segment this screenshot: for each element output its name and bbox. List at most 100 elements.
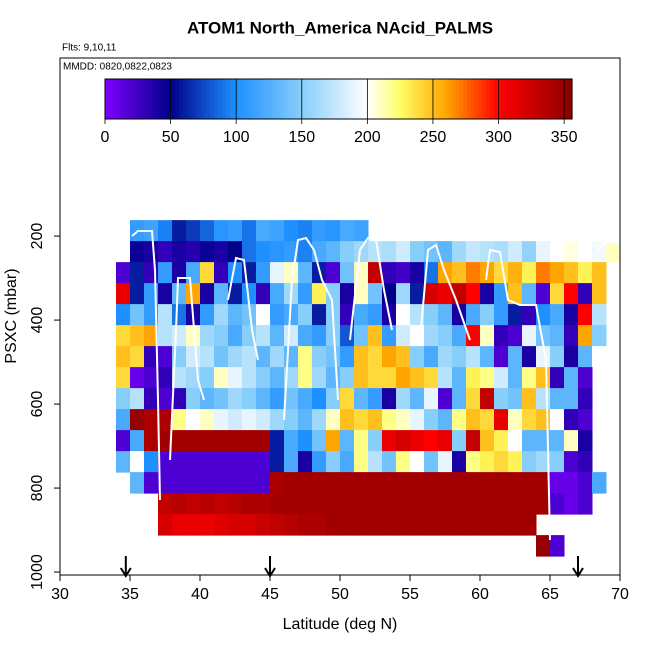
colorbar-segment [143, 79, 149, 119]
flight-track [283, 236, 339, 421]
heatmap-cell [368, 451, 383, 473]
heatmap-cell [200, 241, 215, 263]
heatmap-cell [368, 367, 383, 389]
heatmap-cell [354, 472, 369, 494]
colorbar-segment [400, 79, 406, 119]
heatmap-cell [508, 493, 523, 515]
heatmap-cell [438, 283, 453, 305]
heatmap-cell [256, 241, 271, 263]
heatmap-cell [158, 262, 173, 284]
heatmap-cell [452, 325, 467, 347]
x-tick-label: 35 [121, 586, 139, 603]
colorbar-segment [377, 79, 382, 119]
heatmap-cell [158, 241, 173, 263]
heatmap-cell [564, 451, 579, 473]
heatmap-cell [522, 367, 537, 389]
y-tick-label: 200 [29, 223, 46, 250]
heatmap-cell [326, 346, 341, 368]
colorbar-segment [198, 79, 203, 119]
heatmap-cell [214, 325, 229, 347]
heatmap-cell [256, 451, 271, 473]
colorbar-segment [105, 79, 110, 119]
colorbar-segment [560, 79, 565, 119]
heatmap-cell [326, 493, 341, 515]
heatmap-cell [508, 430, 523, 452]
colorbar-segment [132, 79, 137, 119]
colorbar-segment [252, 79, 258, 119]
colorbar-segment [568, 79, 573, 119]
heatmap-cell [200, 472, 215, 494]
heatmap-cell [214, 241, 229, 263]
colorbar-segment [505, 79, 511, 119]
heatmap-cell [564, 325, 579, 347]
heatmap-cell [508, 241, 523, 263]
colorbar-segment [237, 79, 242, 119]
heatmap-cell [214, 367, 229, 389]
heatmap-cell [564, 262, 579, 284]
heatmap-cell [298, 409, 313, 431]
heatmap-cell [354, 493, 369, 515]
heatmap-cell [242, 388, 257, 410]
heatmap-cell [452, 430, 467, 452]
heatmap-cell [396, 451, 411, 473]
heatmap-cell [158, 220, 173, 242]
heatmap-cell [144, 346, 159, 368]
colorbar-segment [521, 79, 526, 119]
heatmap-cell [312, 325, 327, 347]
heatmap-cell [312, 451, 327, 473]
heatmap-cell [424, 283, 439, 305]
heatmap-cell [522, 388, 537, 410]
heatmap-cell [270, 367, 285, 389]
flight-track [169, 277, 205, 461]
heatmap-cell [592, 346, 607, 368]
heatmap-cell [396, 409, 411, 431]
heatmap-cell [298, 283, 313, 305]
heatmap-cell [396, 283, 411, 305]
colorbar-segment [463, 79, 468, 119]
heatmap-cell [550, 304, 565, 326]
heatmap-cell [340, 241, 355, 263]
heatmap-cell [494, 304, 509, 326]
colorbar-segment [120, 79, 126, 119]
heatmap-cell [368, 283, 383, 305]
heatmap-cell [480, 472, 495, 494]
heatmap-cell [564, 493, 579, 515]
heatmap-cell [256, 220, 271, 242]
heatmap-cell [284, 514, 299, 536]
heatmap-cell [466, 346, 481, 368]
heatmap-cell [536, 472, 551, 494]
heatmap-cell [480, 367, 495, 389]
heatmap-cell [368, 409, 383, 431]
heatmap-cell [522, 451, 537, 473]
heatmap-cell [326, 220, 341, 242]
heatmap-cell [158, 367, 173, 389]
heatmap-cell [536, 388, 551, 410]
heatmap-cell [340, 514, 355, 536]
x-tick-label: 70 [611, 586, 629, 603]
heatmap-cell [200, 283, 215, 305]
heatmap-cell [340, 430, 355, 452]
colorbar-segment [256, 79, 262, 119]
heatmap-cell [326, 430, 341, 452]
heatmap-cell [508, 409, 523, 431]
heatmap-cell [214, 262, 229, 284]
heatmap-cell [256, 409, 271, 431]
heatmap-cell [256, 346, 271, 368]
heatmap-cell [508, 346, 523, 368]
heatmap-cell [116, 451, 131, 473]
colorbar-segment [295, 79, 301, 119]
heatmap-cell [214, 283, 229, 305]
heatmap-cell [368, 493, 383, 515]
heatmap-cell [382, 241, 397, 263]
colorbar-segment [124, 79, 129, 119]
heatmap-cell [228, 325, 243, 347]
heatmap-cell [256, 283, 271, 305]
heatmap-cell [214, 451, 229, 473]
heatmap-cell [130, 241, 145, 263]
heatmap-cell [214, 388, 229, 410]
y-axis-label: PSXC (mbar) [3, 268, 20, 363]
heatmap-cell [312, 430, 327, 452]
heatmap-cell [228, 304, 243, 326]
heatmap-cell [396, 346, 411, 368]
heatmap-cell [592, 262, 607, 284]
